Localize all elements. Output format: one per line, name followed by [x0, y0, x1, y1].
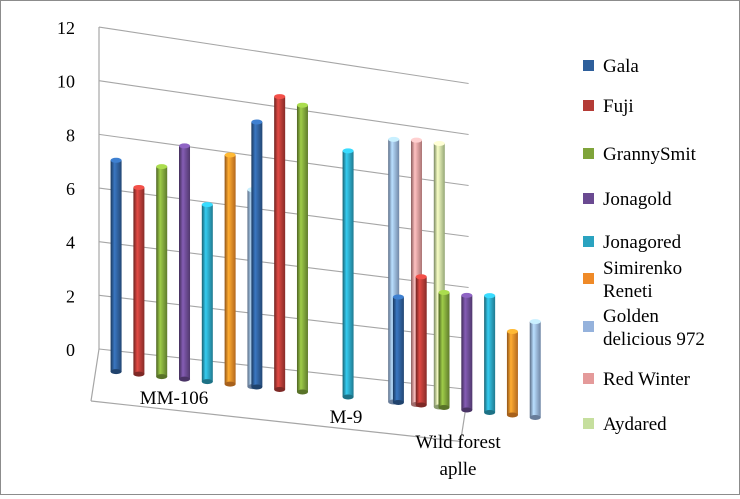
x-category-label: M-9	[330, 407, 363, 428]
x-category-label: Wild forest aplle	[415, 432, 501, 480]
legend: Gala Fuji GrannySmit Jonagold Jonagored Simir…	[583, 56, 705, 435]
legend-label: Gala	[603, 56, 639, 77]
bar-mm-106-gala	[110, 157, 122, 375]
legend-item-simirenko-reneti: Simirenko Reneti	[583, 258, 682, 302]
bar-wild-forest-aplle-grannysmit	[438, 289, 450, 411]
bar-m-9-gala	[251, 119, 263, 390]
legend-item-red-winter: Red Winter	[583, 369, 691, 390]
bar-mm-106-simirenko-reneti	[224, 152, 236, 387]
legend-item-grannysmit: GrannySmit	[583, 144, 697, 165]
y-tick-label: 2	[66, 286, 75, 306]
legend-item-fuji: Fuji	[583, 96, 634, 117]
legend-label: Fuji	[603, 96, 634, 117]
left-wall-edge	[90, 27, 100, 402]
y-tick-label: 8	[66, 125, 75, 145]
bar-mm-106-jonagored	[201, 202, 213, 385]
bar-wild-forest-aplle-jonagored	[484, 293, 496, 416]
legend-item-gala: Gala	[583, 56, 639, 77]
gridline	[98, 26, 469, 85]
legend-item-aydared: Aydared	[583, 414, 667, 435]
legend-swatch	[583, 60, 594, 71]
legend-swatch	[583, 321, 594, 332]
legend-swatch	[583, 418, 594, 429]
bar-wild-forest-aplle-jonagold	[461, 292, 473, 413]
y-axis-ticks: 0 2 4 6 8 10 12	[57, 18, 75, 360]
bar-wild-forest-aplle-fuji	[415, 274, 427, 408]
legend-item-jonagold: Jonagold	[583, 189, 672, 210]
legend-swatch	[583, 193, 594, 204]
bar-wild-forest-aplle-simirenko-reneti	[506, 328, 518, 418]
legend-label: Jonagored	[603, 232, 682, 253]
legend-label: Golden delicious 972	[603, 306, 705, 350]
bar-m-9-jonagored	[342, 148, 354, 400]
legend-label: Jonagold	[603, 189, 672, 210]
bar-mm-106-jonagold	[179, 143, 191, 382]
bar-m-9-grannysmit	[296, 102, 308, 395]
bar-m-9-fuji	[274, 94, 286, 393]
bar-mm-106-grannysmit	[156, 164, 168, 380]
legend-swatch	[583, 148, 594, 159]
x-category-label: MM-106	[140, 388, 209, 409]
bars	[110, 94, 541, 421]
bar-wild-forest-aplle-golden-delicious-972	[529, 319, 541, 421]
y-tick-label: 0	[66, 340, 75, 360]
bar-mm-106-fuji	[133, 184, 145, 377]
x-axis-categories: MM-106 M-9 Wild forest aplle	[140, 388, 502, 480]
legend-swatch	[583, 100, 594, 111]
legend-label: Aydared	[603, 414, 667, 435]
legend-item-golden-delicious-972: Golden delicious 972	[583, 306, 705, 350]
legend-label: GrannySmit	[603, 144, 697, 165]
y-tick-label: 6	[66, 179, 75, 199]
bar-wild-forest-aplle-gala	[392, 294, 404, 406]
legend-label: Simirenko Reneti	[603, 258, 682, 302]
y-tick-label: 10	[57, 72, 75, 92]
y-tick-label: 4	[66, 233, 75, 253]
y-tick-label: 12	[57, 18, 75, 38]
legend-swatch	[583, 273, 594, 284]
legend-swatch	[583, 236, 594, 247]
legend-swatch	[583, 373, 594, 384]
legend-item-jonagored: Jonagored	[583, 232, 682, 253]
legend-label: Red Winter	[603, 369, 691, 390]
